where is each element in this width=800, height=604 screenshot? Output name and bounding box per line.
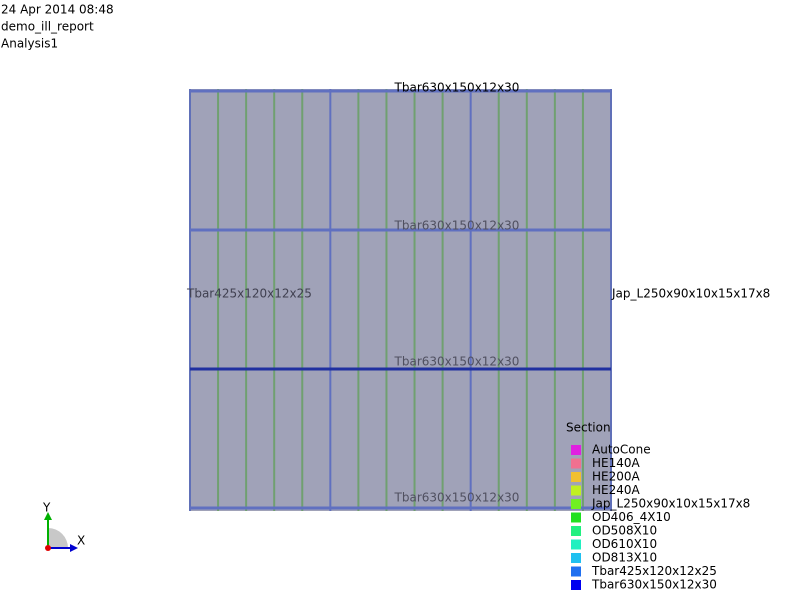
legend-swatch bbox=[571, 553, 581, 563]
legend-label: Tbar425x120x12x25 bbox=[591, 564, 717, 578]
legend-swatch bbox=[571, 445, 581, 455]
panel bbox=[190, 89, 611, 511]
legend-swatch bbox=[571, 458, 581, 469]
legend-label: Jap_L250x90x10x15x17x8 bbox=[591, 497, 750, 511]
legend-label: OD406_4X10 bbox=[592, 510, 671, 524]
legend-label: OD610X10 bbox=[592, 537, 657, 551]
legend-label: HE140A bbox=[592, 456, 641, 470]
legend-swatch bbox=[571, 580, 581, 590]
legend-swatch bbox=[571, 539, 581, 550]
legend-swatch bbox=[571, 472, 581, 482]
axis-y-label: Y bbox=[42, 501, 51, 515]
beam-label: Tbar630x150x12x30 bbox=[394, 355, 520, 369]
legend-swatch bbox=[571, 485, 581, 496]
legend-label: HE200A bbox=[592, 470, 641, 484]
legend-label: Tbar630x150x12x30 bbox=[591, 578, 717, 592]
beam-label: Tbar630x150x12x30 bbox=[394, 219, 520, 233]
beam-label: Tbar630x150x12x30 bbox=[394, 81, 520, 95]
legend-title: Section bbox=[566, 421, 611, 435]
member-label: Tbar425x120x12x25 bbox=[186, 287, 312, 301]
legend-swatch bbox=[571, 499, 581, 509]
axis-x-label: X bbox=[77, 534, 85, 548]
axis-triad: Y X bbox=[42, 501, 85, 552]
header-analysis: Analysis1 bbox=[1, 37, 58, 51]
model: Tbar630x150x12x30 Tbar630x150x12x30 Tbar63… bbox=[186, 81, 770, 511]
legend-swatch bbox=[571, 512, 581, 523]
legend-swatch bbox=[571, 526, 581, 536]
header-report: demo_ill_report bbox=[1, 20, 94, 34]
beam-label: Tbar630x150x12x30 bbox=[394, 491, 520, 505]
member-label: Jap_L250x90x10x15x17x8 bbox=[611, 287, 770, 301]
header-date: 24 Apr 2014 08:48 bbox=[1, 3, 114, 17]
legend-swatch bbox=[571, 566, 581, 577]
legend-label: OD508X10 bbox=[592, 524, 657, 538]
legend-label: AutoCone bbox=[592, 443, 651, 457]
legend-label: HE240A bbox=[592, 483, 641, 497]
legend-label: OD813X10 bbox=[592, 551, 657, 565]
